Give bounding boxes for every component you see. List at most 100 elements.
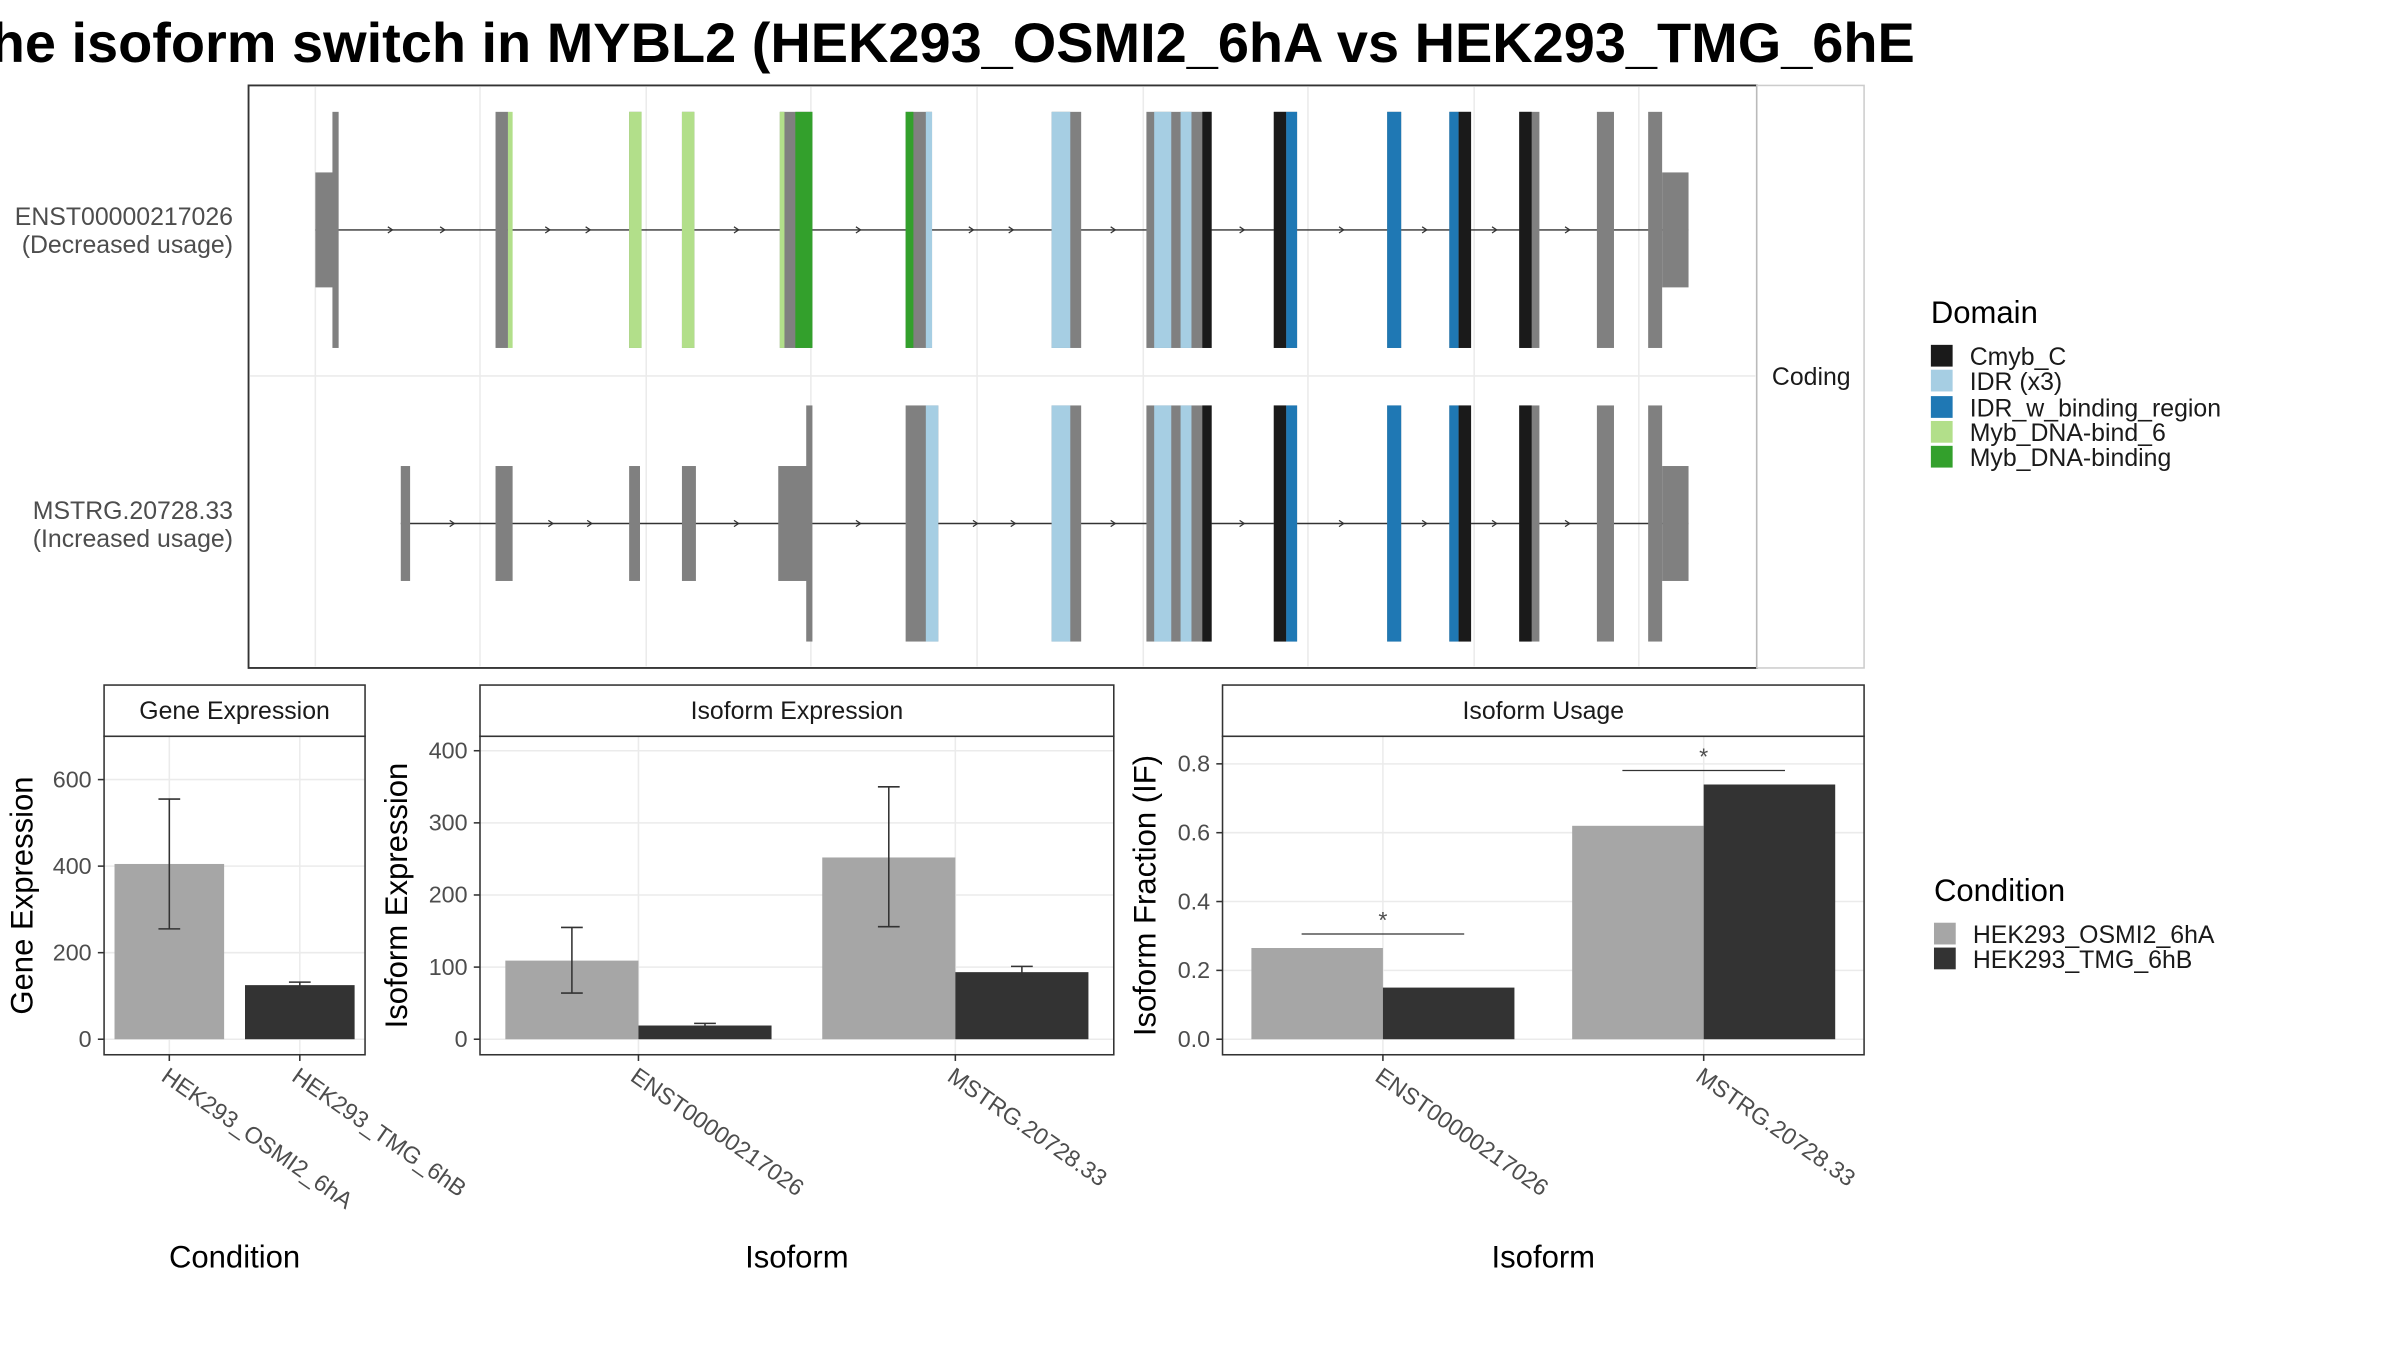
domain-idr-w-binding-region (1286, 111, 1298, 348)
legend-key-myb (1930, 445, 1953, 468)
intron-arrow (1491, 519, 1498, 528)
legend-key-tmg (1933, 947, 1956, 970)
intron-arrow (1338, 519, 1345, 528)
intron-arrow (972, 519, 979, 528)
legend-key-idr (1930, 369, 1953, 392)
domain-legend-title: Domain (1931, 295, 2038, 330)
intron-arrow (1421, 519, 1428, 528)
tick-label-y: 400 (53, 853, 92, 879)
bar-HEK293_TMG_6hB-ENST00000217026 (638, 1025, 772, 1040)
gene-expression-panel: Gene Expression0200400600HEK293_OSMI2_6h… (5, 684, 471, 1275)
intron-arrow (439, 226, 446, 234)
intron-arrow (733, 519, 740, 528)
tick-label-y: 0.0 (1178, 1026, 1210, 1052)
y-axis-title: Isoform Expression (379, 763, 414, 1029)
exon-t2 (400, 466, 411, 581)
intron-arrow (968, 226, 975, 234)
exon-t2 (806, 405, 813, 642)
legend-label-idr: IDR (x3) (1970, 369, 2062, 396)
coding-strip-label: Coding (1772, 364, 1851, 391)
exon-t2 (629, 466, 640, 581)
isoform-usage-panel: Isoform Usage0.00.20.40.60.8**ENST000002… (1128, 684, 1865, 1275)
intron-arrow (544, 226, 552, 234)
legend-key-myb6 (1930, 420, 1953, 443)
tick-label-y: 200 (53, 939, 92, 965)
exon-t2 (495, 466, 513, 581)
tick-label-y: 200 (429, 882, 468, 908)
legend-key-osmi2 (1933, 922, 1956, 945)
plot-frame (103, 735, 366, 1056)
structure-panel: Coding ENST00000217026 (Decreased usage)… (15, 84, 1865, 669)
intron-arrow (1110, 519, 1117, 528)
facet-strip-label: Isoform Expression (691, 698, 904, 725)
legend-label-idr-binding: IDR_w_binding_region (1970, 395, 2221, 422)
tick-label-y: 0.6 (1178, 819, 1210, 845)
domain-cmyb-c (1202, 111, 1212, 348)
intron-arrow (1239, 519, 1246, 528)
domain-myb-dna-bind-6 (629, 111, 642, 348)
significance-star: * (1699, 743, 1708, 769)
facet-strip (1221, 684, 1865, 738)
intron-arrow (733, 226, 740, 234)
intron-arrow (387, 226, 394, 234)
tick-label-y: 0.8 (1178, 751, 1210, 777)
exon-t2 (1648, 405, 1663, 642)
intron-arrow (1564, 519, 1571, 528)
domain-idr-w-binding-region (1387, 405, 1402, 642)
domain-idr (1051, 405, 1071, 642)
domain-myb-dna-binding (905, 111, 914, 348)
exon-t1 (495, 111, 508, 348)
legend-key-idr-binding (1930, 396, 1953, 418)
domain-cmyb-c (1273, 111, 1287, 348)
intron-arrow (1008, 226, 1015, 234)
domain-cmyb-c (1519, 405, 1532, 642)
legend-label-cmyb: Cmyb_C (1970, 344, 2067, 371)
intron-arrow (1338, 226, 1345, 234)
domain-cmyb-c (1202, 405, 1212, 642)
exon-t2 (1596, 405, 1614, 642)
domain-cmyb-c (1519, 111, 1532, 348)
domain-idr (925, 111, 933, 348)
domain-idr (1180, 111, 1192, 348)
bar-HEK293_TMG_6hB-ENST00000217026 (1382, 987, 1515, 1040)
tick-label-y: 100 (429, 954, 468, 980)
transcript-1-name: ENST00000217026 (15, 204, 233, 231)
intron-arrow (1421, 226, 1428, 234)
domain-myb-dna-binding (795, 111, 813, 348)
figure-title: he isoform switch in MYBL2 (HEK293_OSMI2… (0, 11, 1915, 74)
tick-label-y: 0.4 (1178, 888, 1210, 914)
exon-t2 (681, 466, 696, 581)
intron-arrow (1010, 519, 1017, 528)
legend-key-cmyb (1930, 344, 1953, 367)
domain-idr-w-binding-region (1449, 111, 1459, 348)
exon-t1 (315, 172, 338, 288)
domain-idr-w-binding-region (1449, 405, 1459, 642)
domain-idr (1154, 111, 1172, 348)
condition-legend-title: Condition (1934, 873, 2065, 908)
domain-myb-dna-bind-6 (779, 111, 785, 348)
bar-HEK293_TMG_6hB-MSTRG.20728.33 (955, 972, 1089, 1040)
legend-label-myb6: Myb_DNA-bind_6 (1970, 420, 2166, 447)
intron-arrow (449, 519, 456, 528)
domain-idr-w-binding-region (1387, 111, 1402, 348)
intron-arrow (1564, 226, 1571, 234)
exon-t1 (1662, 172, 1689, 288)
exon-t2 (778, 466, 808, 581)
domain-idr (1051, 111, 1071, 348)
tick-label-y: 0 (455, 1026, 468, 1052)
plot-frame (1221, 735, 1865, 1056)
exon-t1 (1648, 111, 1663, 348)
bar-HEK293_TMG_6hB-HEK293_TMG_6hB (245, 985, 355, 1040)
intron-arrow (1491, 226, 1498, 234)
exon-t2 (1662, 466, 1689, 581)
bar-HEK293_OSMI2_6hA-MSTRG.20728.33 (1572, 825, 1704, 1040)
intron-arrow (855, 226, 862, 234)
tick-label-y: 0.2 (1178, 957, 1210, 983)
domain-idr (925, 405, 939, 642)
intron-arrow (855, 519, 862, 528)
transcript-2-name: MSTRG.20728.33 (33, 498, 233, 525)
tick-label-y: 600 (53, 766, 92, 792)
intron-arrow (1110, 226, 1117, 234)
intron-arrow (586, 519, 593, 528)
